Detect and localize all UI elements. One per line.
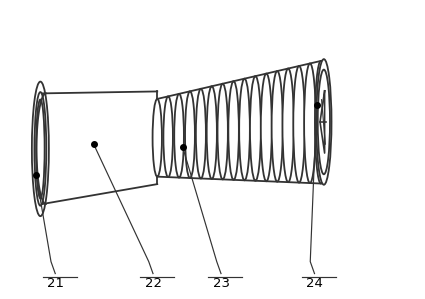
Ellipse shape [318, 70, 330, 174]
Ellipse shape [304, 63, 316, 183]
Text: 24: 24 [306, 277, 323, 289]
Ellipse shape [293, 66, 305, 183]
Ellipse shape [239, 79, 250, 180]
Text: 22: 22 [144, 277, 162, 289]
Ellipse shape [315, 61, 327, 184]
Ellipse shape [153, 99, 162, 177]
Ellipse shape [174, 94, 184, 178]
Ellipse shape [207, 86, 217, 179]
Ellipse shape [272, 71, 283, 182]
Ellipse shape [261, 74, 272, 181]
Ellipse shape [228, 81, 239, 180]
Ellipse shape [316, 59, 332, 185]
Ellipse shape [196, 89, 206, 179]
Ellipse shape [185, 91, 195, 178]
Text: 23: 23 [212, 277, 230, 289]
Ellipse shape [218, 84, 228, 179]
Ellipse shape [163, 96, 173, 177]
Ellipse shape [283, 68, 294, 182]
Text: 21: 21 [47, 277, 64, 289]
Ellipse shape [250, 76, 261, 181]
